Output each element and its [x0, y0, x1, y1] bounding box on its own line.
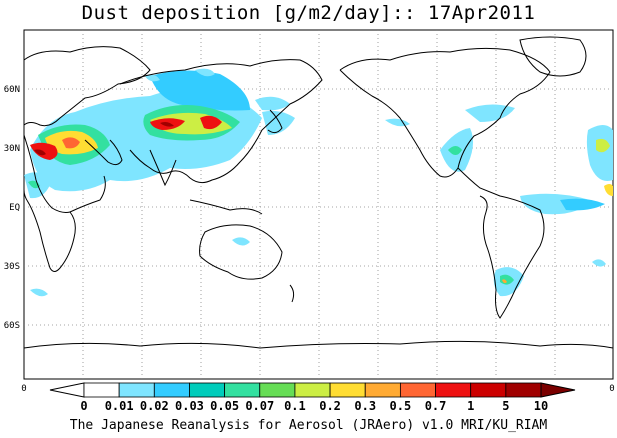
colorbar-box: [435, 382, 472, 398]
colorbar-tick-label: 0.02: [140, 399, 169, 413]
bottom-right-label: 0: [609, 384, 614, 394]
colorbar-box: [470, 382, 507, 398]
colorbar-tick-label: 0.3: [354, 399, 376, 413]
lat-labels: 60N 30N EQ 30S 60S: [4, 85, 20, 331]
colorbar-box: [259, 382, 296, 398]
bottom-left-label: 0: [21, 384, 26, 394]
colorbar-tick-label: 10: [534, 399, 548, 413]
lat-label: 30S: [4, 262, 20, 272]
colorbar-tick-label: 0.03: [175, 399, 204, 413]
colorbar-tick-label: 0.5: [390, 399, 412, 413]
colorbar-labels: 0 0.01 0.02 0.03 0.05 0.07 0.1 0.2 0.3 0.5 0.7 1 5 10: [80, 399, 548, 413]
colorbar-tick-label: 0.01: [105, 399, 134, 413]
colorbar-tick-label: 0.7: [425, 399, 447, 413]
colorbar-box: [224, 382, 261, 398]
lat-label: 30N: [4, 144, 20, 154]
colorbar-box: [364, 382, 401, 398]
colorbar-box: [118, 382, 155, 398]
colorbar-arrow-right: [540, 382, 576, 398]
dust-field: [24, 68, 613, 297]
colorbar-box: [189, 382, 226, 398]
colorbar-tick-label: 5: [502, 399, 509, 413]
colorbar-tick-label: 0.07: [245, 399, 274, 413]
colorbar: [49, 382, 576, 398]
lat-label: EQ: [9, 203, 20, 213]
colorbar-box: [399, 382, 436, 398]
map-frame: [23, 29, 614, 380]
lat-label: 60N: [4, 85, 20, 95]
colorbar-tick-label: 1: [467, 399, 474, 413]
credit-text: The Japanese Reanalysis for Aerosol (JRA…: [69, 418, 548, 433]
colorbar-tick-label: 0.05: [210, 399, 239, 413]
colorbar-box: [329, 382, 366, 398]
colorbar-box: [153, 382, 190, 398]
lat-label: 60S: [4, 321, 20, 331]
colorbar-box: [505, 382, 542, 398]
colorbar-arrow-left: [49, 382, 85, 398]
colorbar-tick-label: 0.1: [284, 399, 306, 413]
coastlines: [23, 36, 614, 349]
colorbar-box: [294, 382, 331, 398]
map-title: Dust deposition [g/m2/day]:: 17Apr2011: [81, 2, 536, 24]
colorbar-tick-label: 0.2: [319, 399, 341, 413]
colorbar-tick-label: 0: [80, 399, 87, 413]
colorbar-box: [83, 382, 120, 398]
